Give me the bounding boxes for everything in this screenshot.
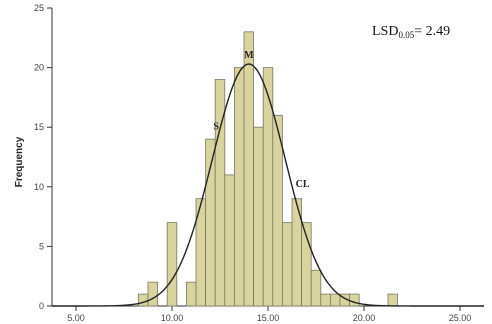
annotation-label: M bbox=[244, 50, 254, 61]
normal-curve bbox=[52, 63, 484, 307]
annotations: M S CL bbox=[213, 50, 309, 190]
y-tick-label: 15 bbox=[34, 122, 44, 132]
x-tick-label: 15.00 bbox=[257, 313, 280, 323]
y-axis-label: Frequency bbox=[14, 136, 25, 187]
histogram-bar bbox=[185, 281, 197, 307]
histogram-bar bbox=[272, 114, 283, 307]
histogram-bar bbox=[281, 222, 293, 307]
x-tick-label: 25.00 bbox=[449, 313, 472, 323]
histogram-bar bbox=[137, 293, 149, 307]
x-tick-label: 10.00 bbox=[161, 313, 184, 323]
histogram-bar bbox=[320, 293, 331, 307]
x-tick-label: 20.00 bbox=[353, 313, 376, 323]
x-tick-label: 5.00 bbox=[67, 313, 85, 323]
histogram-bar bbox=[214, 79, 226, 307]
histogram-bar bbox=[349, 293, 360, 307]
histogram-bar bbox=[387, 293, 399, 307]
histogram-bar bbox=[329, 293, 341, 307]
lsd-subscript: 0.05 bbox=[398, 30, 414, 40]
histogram-bar bbox=[253, 126, 264, 307]
histogram-bar bbox=[166, 222, 178, 307]
histogram-bars bbox=[137, 31, 399, 307]
histogram-bar bbox=[233, 67, 245, 307]
lsd-value: = 2.49 bbox=[414, 24, 450, 39]
annotation-label: CL bbox=[296, 179, 310, 190]
histogram-bar bbox=[243, 31, 254, 307]
histogram-bar bbox=[262, 67, 274, 307]
lsd-label: LSD0.05= 2.49 bbox=[372, 24, 450, 40]
lsd-main: LSD bbox=[372, 24, 398, 39]
histogram-bar bbox=[224, 174, 235, 307]
annotation-label: S bbox=[213, 122, 219, 133]
normal-curve-layer bbox=[52, 63, 484, 307]
histogram-bar bbox=[147, 281, 158, 307]
y-tick-label: 5 bbox=[39, 241, 44, 251]
histogram-bar bbox=[310, 269, 322, 307]
y-tick-label: 0 bbox=[39, 301, 44, 311]
y-tick-label: 10 bbox=[34, 182, 44, 192]
y-tick-label: 25 bbox=[34, 3, 44, 13]
tick-labels: 0 5 10 15 20 25 5.00 10.00 15.00 20.00 25.00 bbox=[34, 3, 471, 323]
y-tick-label: 20 bbox=[34, 63, 44, 73]
histogram-bar bbox=[301, 222, 312, 307]
